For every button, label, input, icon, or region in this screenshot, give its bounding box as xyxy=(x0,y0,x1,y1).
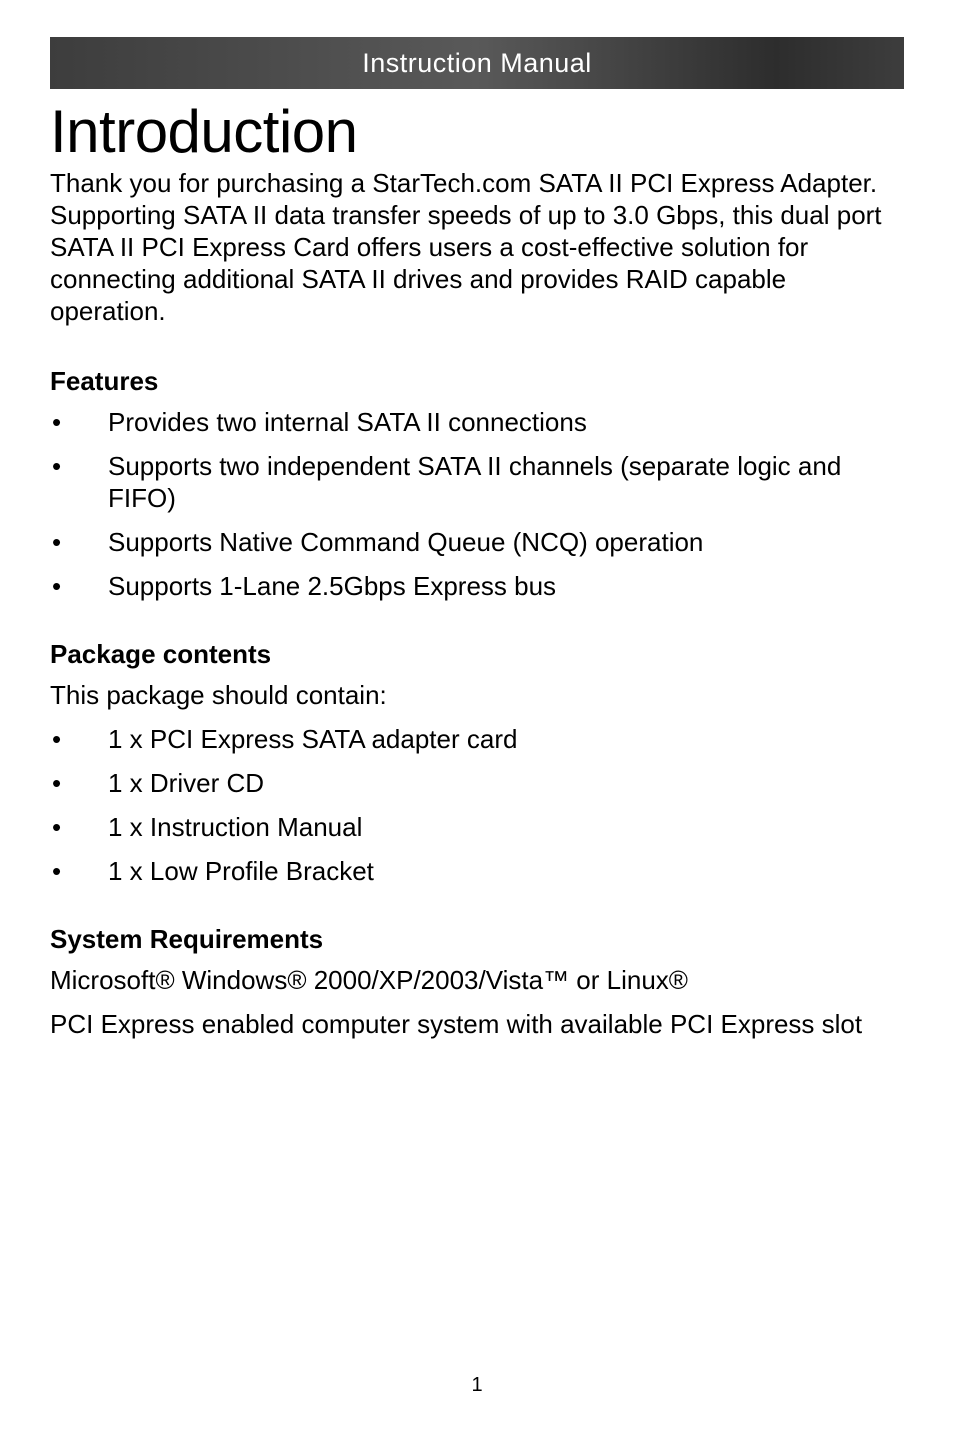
features-list: Provides two internal SATA II connection… xyxy=(50,407,904,603)
header-title: Instruction Manual xyxy=(362,48,592,79)
list-item: Supports two independent SATA II channel… xyxy=(50,451,904,515)
list-item: Supports 1-Lane 2.5Gbps Express bus xyxy=(50,571,904,603)
features-heading: Features xyxy=(50,366,904,397)
sysreq-line: PCI Express enabled computer system with… xyxy=(50,1009,904,1041)
sysreq-heading: System Requirements xyxy=(50,924,904,955)
page-number: 1 xyxy=(0,1374,954,1397)
list-item: 1 x PCI Express SATA adapter card xyxy=(50,724,904,756)
list-item: 1 x Driver CD xyxy=(50,768,904,800)
intro-paragraph: Thank you for purchasing a StarTech.com … xyxy=(50,168,904,328)
package-list: 1 x PCI Express SATA adapter card 1 x Dr… xyxy=(50,724,904,888)
main-heading: Introduction xyxy=(50,97,904,166)
sysreq-line: Microsoft® Windows® 2000/XP/2003/Vista™ … xyxy=(50,965,904,997)
package-intro: This package should contain: xyxy=(50,680,904,712)
list-item: Provides two internal SATA II connection… xyxy=(50,407,904,439)
header-bar: Instruction Manual xyxy=(50,37,904,89)
list-item: 1 x Instruction Manual xyxy=(50,812,904,844)
list-item: Supports Native Command Queue (NCQ) oper… xyxy=(50,527,904,559)
list-item: 1 x Low Profile Bracket xyxy=(50,856,904,888)
package-heading: Package contents xyxy=(50,639,904,670)
page: Instruction Manual Introduction Thank yo… xyxy=(0,0,954,1431)
